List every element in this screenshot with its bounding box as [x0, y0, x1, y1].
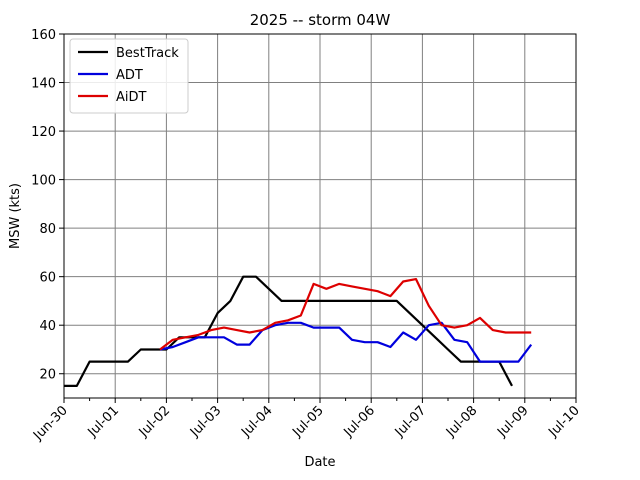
- legend-label-aidt: AiDT: [116, 90, 147, 105]
- legend-label-besttrack: BestTrack: [116, 46, 179, 61]
- series-lines: [64, 275, 533, 387]
- legend-label-adt: ADT: [116, 68, 143, 83]
- y-tick-label: 120: [31, 125, 56, 140]
- y-tick-label: 40: [39, 319, 56, 334]
- series-line-adt: [159, 321, 533, 363]
- y-tick-label: 60: [39, 271, 56, 286]
- legend: BestTrack ADT AiDT: [69, 38, 189, 114]
- series-line-besttrack: [64, 275, 513, 387]
- chart-title: 2025 -- storm 04W: [250, 11, 391, 29]
- y-axis-title: MSW (kts): [8, 183, 23, 249]
- y-tick-label: 80: [39, 222, 56, 237]
- y-tick-label: 140: [31, 77, 56, 92]
- y-tick-label: 160: [31, 28, 56, 43]
- legend-box: [69, 38, 189, 114]
- y-tick-label: 20: [39, 368, 56, 383]
- y-tick-label: 100: [31, 174, 56, 189]
- series-line-aidt: [159, 278, 532, 351]
- x-axis-title: Date: [304, 455, 335, 470]
